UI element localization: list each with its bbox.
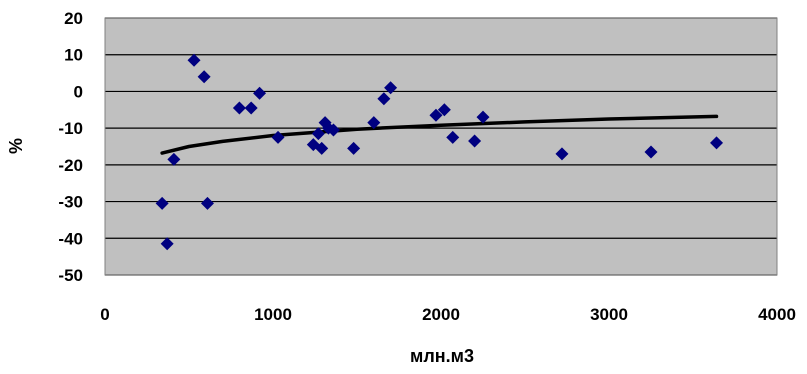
data-point <box>315 141 329 155</box>
x-tick-label: 0 <box>100 305 109 324</box>
trend-line <box>160 114 719 155</box>
y-tick-label: -30 <box>58 193 83 212</box>
data-point <box>244 101 258 115</box>
y-tick-label: -50 <box>58 266 83 285</box>
y-tick-label: -10 <box>58 119 83 138</box>
data-point <box>555 147 569 161</box>
plot-border <box>104 17 778 276</box>
y-tick-label: 0 <box>74 82 83 101</box>
data-point <box>710 136 724 150</box>
data-point <box>644 145 658 159</box>
data-point <box>187 53 201 67</box>
data-point <box>384 81 398 95</box>
data-point <box>253 86 267 100</box>
data-point <box>437 103 451 117</box>
data-point <box>160 237 174 251</box>
x-tick-label: 3000 <box>590 305 628 324</box>
data-point <box>429 108 443 122</box>
data-point <box>197 70 211 84</box>
data-points <box>155 53 724 251</box>
y-tick-labels: 20 10 0 -10 -20 -30 -40 -50 <box>58 9 83 285</box>
y-tick-label: -40 <box>58 229 83 248</box>
data-point <box>271 130 285 144</box>
data-point <box>347 141 361 155</box>
data-point <box>326 123 340 137</box>
data-point <box>446 130 460 144</box>
data-point <box>468 134 482 148</box>
data-point <box>367 116 381 130</box>
data-point <box>167 152 181 166</box>
y-tick-label: 10 <box>64 46 83 65</box>
y-tick-label: 20 <box>64 9 83 28</box>
x-tick-label: 4000 <box>758 305 796 324</box>
data-point <box>200 196 214 210</box>
x-tick-labels: 0 1000 2000 3000 4000 <box>100 305 796 324</box>
plot-area <box>105 18 777 275</box>
grid-lines <box>105 17 777 276</box>
x-axis-title: млн.м3 <box>410 346 474 366</box>
data-point <box>377 92 391 106</box>
y-tick-label: -20 <box>58 156 83 175</box>
data-point <box>232 101 246 115</box>
x-tick-label: 1000 <box>254 305 292 324</box>
x-tick-label: 2000 <box>422 305 460 324</box>
data-point <box>155 196 169 210</box>
y-axis-title: % <box>6 138 26 154</box>
data-point <box>311 127 325 141</box>
data-point <box>476 110 490 124</box>
